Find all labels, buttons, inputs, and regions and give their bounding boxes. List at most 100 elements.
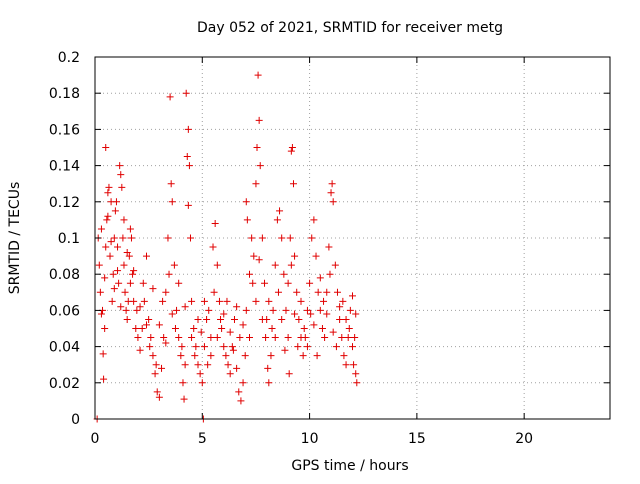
data-point bbox=[186, 234, 194, 242]
data-point bbox=[95, 261, 103, 269]
data-point bbox=[229, 346, 237, 354]
data-point bbox=[133, 306, 141, 314]
data-point bbox=[242, 306, 250, 314]
data-point bbox=[200, 343, 208, 351]
data-point bbox=[237, 397, 245, 405]
data-point bbox=[255, 256, 263, 264]
data-point bbox=[246, 334, 253, 342]
data-point bbox=[228, 343, 236, 351]
data-point bbox=[180, 395, 188, 403]
data-point bbox=[316, 274, 324, 282]
data-point bbox=[103, 216, 111, 224]
x-tick-label: 15 bbox=[408, 431, 426, 447]
data-point bbox=[119, 234, 127, 242]
data-point bbox=[328, 180, 336, 188]
data-point bbox=[170, 261, 178, 269]
data-point bbox=[108, 297, 116, 305]
data-point bbox=[340, 352, 348, 360]
data-point bbox=[97, 310, 105, 318]
data-point bbox=[300, 325, 308, 332]
data-point bbox=[233, 364, 241, 372]
data-point bbox=[321, 334, 329, 342]
data-point bbox=[264, 364, 272, 372]
data-point bbox=[143, 321, 150, 329]
y-tick-label: 0.12 bbox=[49, 195, 80, 211]
data-point bbox=[105, 183, 113, 191]
data-point bbox=[184, 201, 192, 209]
data-point bbox=[155, 393, 163, 401]
data-point bbox=[129, 270, 137, 278]
data-point bbox=[123, 315, 131, 323]
data-point bbox=[125, 252, 133, 260]
data-point bbox=[210, 288, 218, 296]
data-point bbox=[217, 315, 225, 323]
data-point bbox=[320, 297, 328, 305]
data-point bbox=[185, 162, 193, 170]
data-point bbox=[241, 352, 249, 360]
data-point bbox=[207, 334, 215, 342]
data-point bbox=[271, 261, 279, 269]
data-point bbox=[145, 315, 153, 323]
data-point bbox=[242, 198, 250, 206]
data-point bbox=[205, 306, 213, 314]
data-point bbox=[342, 361, 350, 369]
data-point bbox=[269, 306, 277, 314]
y-tick-label: 0.18 bbox=[49, 86, 80, 102]
chart-title: Day 052 of 2021, SRMTID for receiver met… bbox=[197, 20, 503, 36]
data-point bbox=[101, 325, 109, 332]
data-point bbox=[331, 261, 339, 269]
data-point bbox=[345, 325, 353, 332]
y-tick-label: 0.16 bbox=[49, 122, 80, 138]
data-point bbox=[278, 315, 286, 323]
data-point bbox=[99, 350, 107, 358]
data-point bbox=[112, 198, 120, 206]
data-point bbox=[168, 198, 176, 206]
data-point bbox=[323, 288, 331, 296]
data-point bbox=[293, 288, 301, 296]
data-point bbox=[307, 310, 315, 318]
data-point bbox=[121, 288, 129, 296]
data-point bbox=[207, 352, 215, 360]
data-point bbox=[265, 297, 273, 305]
data-point bbox=[140, 297, 148, 305]
data-point bbox=[162, 288, 170, 296]
x-tick-label: 0 bbox=[91, 431, 100, 447]
data-point bbox=[118, 183, 126, 191]
data-point bbox=[96, 288, 104, 296]
data-point bbox=[130, 297, 138, 305]
data-point bbox=[295, 315, 303, 323]
data-point bbox=[101, 274, 109, 282]
data-point bbox=[194, 315, 202, 323]
y-tick-label: 0.2 bbox=[58, 50, 80, 66]
data-point bbox=[349, 343, 356, 351]
data-point bbox=[110, 285, 118, 293]
data-point bbox=[184, 125, 192, 133]
data-point bbox=[194, 361, 202, 369]
data-point bbox=[197, 328, 205, 336]
data-point bbox=[104, 212, 112, 220]
data-point bbox=[183, 153, 191, 161]
data-point bbox=[253, 144, 261, 151]
data-point bbox=[226, 370, 234, 378]
data-point bbox=[164, 234, 172, 242]
data-point bbox=[289, 180, 297, 188]
data-point bbox=[136, 303, 144, 311]
data-point bbox=[230, 315, 238, 323]
axis-ticks: 0 0.02 0.04 0.06 0.08 0.1 0.12 0.14 0.16 0.18 0.2 0… bbox=[49, 50, 610, 447]
data-point bbox=[344, 334, 352, 342]
data-point bbox=[139, 279, 147, 287]
data-point bbox=[287, 147, 295, 155]
data-point bbox=[262, 334, 270, 342]
data-point bbox=[239, 321, 247, 329]
data-point bbox=[308, 234, 316, 242]
data-point bbox=[313, 352, 321, 360]
data-point bbox=[198, 379, 206, 387]
data-point bbox=[267, 352, 275, 360]
data-point bbox=[353, 379, 361, 387]
x-tick-label: 5 bbox=[198, 431, 207, 447]
y-tick-label: 0.14 bbox=[49, 159, 80, 175]
data-point bbox=[276, 207, 284, 215]
data-point bbox=[286, 234, 294, 242]
